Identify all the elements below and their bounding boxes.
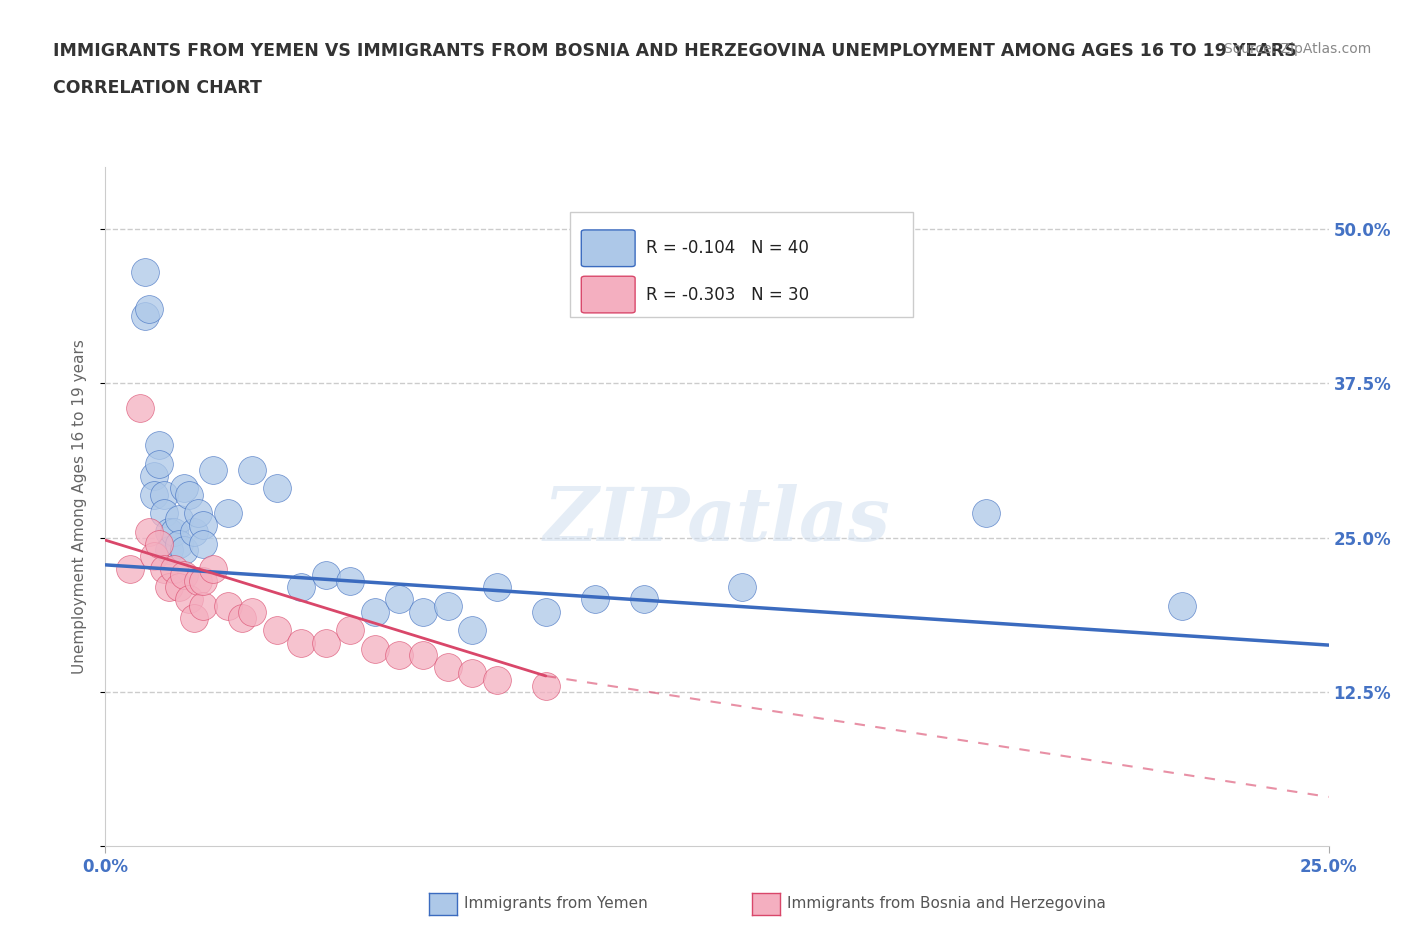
Point — [148, 537, 170, 551]
Point — [974, 506, 997, 521]
Point — [173, 542, 195, 557]
Point — [231, 610, 253, 625]
Point — [157, 525, 180, 539]
Point — [143, 469, 166, 484]
Point — [437, 660, 460, 675]
Point — [217, 506, 239, 521]
Point — [240, 462, 263, 477]
Point — [143, 487, 166, 502]
Point — [388, 647, 411, 662]
Point — [461, 623, 484, 638]
Point — [217, 598, 239, 613]
Point — [163, 525, 186, 539]
Point — [534, 604, 557, 619]
Point — [730, 579, 752, 594]
Point — [138, 302, 160, 317]
Point — [534, 678, 557, 693]
Point — [315, 567, 337, 582]
Text: R = -0.303   N = 30: R = -0.303 N = 30 — [647, 286, 810, 303]
Point — [143, 549, 166, 564]
Text: CORRELATION CHART: CORRELATION CHART — [53, 79, 263, 97]
Point — [202, 561, 225, 576]
Point — [138, 525, 160, 539]
Point — [173, 481, 195, 496]
Text: R = -0.104   N = 40: R = -0.104 N = 40 — [647, 239, 808, 258]
Text: Immigrants from Bosnia and Herzegovina: Immigrants from Bosnia and Herzegovina — [787, 897, 1107, 911]
Y-axis label: Unemployment Among Ages 16 to 19 years: Unemployment Among Ages 16 to 19 years — [72, 339, 87, 674]
Point — [134, 265, 156, 280]
Point — [461, 666, 484, 681]
Point — [148, 438, 170, 453]
Point — [157, 579, 180, 594]
Point — [167, 512, 190, 526]
Point — [193, 574, 215, 589]
Point — [167, 537, 190, 551]
Point — [183, 610, 205, 625]
FancyBboxPatch shape — [571, 211, 912, 317]
Point — [153, 506, 176, 521]
Point — [266, 623, 288, 638]
Point — [193, 518, 215, 533]
Point — [153, 561, 176, 576]
Point — [193, 537, 215, 551]
Point — [363, 604, 385, 619]
Point — [388, 592, 411, 607]
Point — [315, 635, 337, 650]
Point — [173, 567, 195, 582]
Point — [290, 635, 312, 650]
Point — [134, 308, 156, 323]
Text: Immigrants from Yemen: Immigrants from Yemen — [464, 897, 648, 911]
Point — [167, 579, 190, 594]
Point — [583, 592, 606, 607]
Point — [290, 579, 312, 594]
Point — [187, 574, 209, 589]
Point — [157, 542, 180, 557]
Point — [437, 598, 460, 613]
Point — [363, 642, 385, 657]
Point — [339, 574, 361, 589]
Point — [1171, 598, 1194, 613]
Point — [163, 561, 186, 576]
Text: Source: ZipAtlas.com: Source: ZipAtlas.com — [1223, 42, 1371, 56]
Point — [202, 462, 225, 477]
Point — [485, 672, 508, 687]
Point — [412, 604, 434, 619]
Point — [187, 506, 209, 521]
Point — [153, 487, 176, 502]
Point — [183, 525, 205, 539]
Point — [177, 592, 200, 607]
Point — [128, 401, 150, 416]
Point — [148, 457, 170, 472]
Point — [339, 623, 361, 638]
Point — [266, 481, 288, 496]
Text: IMMIGRANTS FROM YEMEN VS IMMIGRANTS FROM BOSNIA AND HERZEGOVINA UNEMPLOYMENT AMO: IMMIGRANTS FROM YEMEN VS IMMIGRANTS FROM… — [53, 42, 1298, 60]
Point — [485, 579, 508, 594]
Point — [193, 598, 215, 613]
Point — [240, 604, 263, 619]
FancyBboxPatch shape — [581, 230, 636, 267]
Point — [118, 561, 141, 576]
FancyBboxPatch shape — [581, 276, 636, 312]
Point — [633, 592, 655, 607]
Point — [412, 647, 434, 662]
Point — [177, 487, 200, 502]
Text: ZIPatlas: ZIPatlas — [544, 485, 890, 557]
